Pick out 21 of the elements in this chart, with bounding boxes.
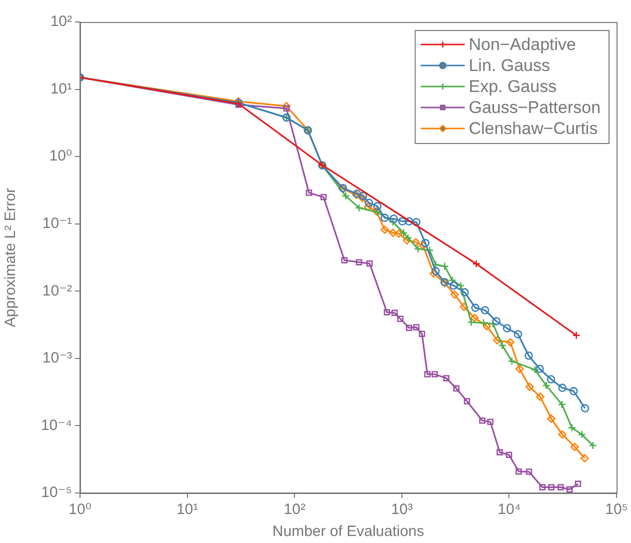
- y-axis-title: Approximate L² Error: [2, 188, 20, 328]
- legend-label: Gauss−Patterson: [468, 98, 601, 118]
- y-tick-label: 10⁻²: [42, 282, 72, 300]
- x-tick-label: 10¹: [176, 501, 198, 518]
- x-tick-label: 10⁴: [498, 501, 521, 518]
- x-tick-label: 10⁰: [68, 501, 92, 518]
- y-tick-label: 10¹: [50, 80, 72, 98]
- y-tick-label: 10⁻¹: [42, 215, 72, 232]
- x-tick-label: 10²: [284, 501, 306, 518]
- y-tick-label: 10⁻⁴: [40, 416, 72, 434]
- legend-label: Exp. Gauss: [468, 77, 557, 96]
- legend-label: Non−Adaptive: [468, 35, 576, 54]
- x-axis-title: Number of Evaluations: [272, 523, 424, 540]
- x-tick-label: 10⁵: [605, 501, 628, 518]
- legend-label: Lin. Gauss: [468, 56, 550, 76]
- legend-label: Clenshaw−Curtis: [468, 119, 598, 138]
- y-tick-label: 10⁻⁵: [41, 484, 72, 502]
- y-tick-label: 10⁰: [49, 148, 72, 165]
- x-tick-label: 10³: [391, 501, 413, 518]
- y-tick-label: 10²: [50, 13, 72, 30]
- y-tick-label: 10⁻³: [42, 350, 72, 367]
